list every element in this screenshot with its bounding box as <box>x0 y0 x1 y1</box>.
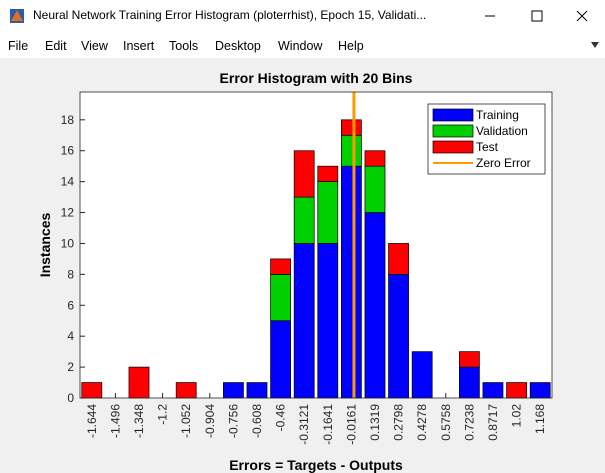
legend-label: Validation <box>476 124 528 138</box>
bar-segment <box>317 165 339 182</box>
x-tick-label: 0.8717 <box>486 404 500 441</box>
bar-segment <box>270 274 291 322</box>
bar-segment <box>506 382 527 399</box>
menu-item[interactable]: View <box>81 39 108 53</box>
y-tick-label: 8 <box>67 267 74 281</box>
bar-segment <box>270 258 291 275</box>
y-tick-label: 4 <box>67 329 74 343</box>
bar-segment <box>293 196 315 244</box>
bar-segment <box>293 243 315 399</box>
x-tick-label: -1.348 <box>132 404 146 438</box>
bar-segment <box>223 382 244 399</box>
bar-segment <box>458 351 480 368</box>
bar-segment <box>388 243 409 275</box>
y-tick-label: 18 <box>61 113 75 127</box>
bar-segment <box>364 150 386 167</box>
x-tick-label: 0.5758 <box>439 404 453 441</box>
bar-segment <box>81 382 103 399</box>
x-tick-label: -1.496 <box>108 404 122 438</box>
x-tick-label: -0.1641 <box>321 404 335 445</box>
figure: Error Histogram with 20 Bins Errors = Tar… <box>0 58 605 473</box>
menu-item[interactable]: Desktop <box>215 39 261 53</box>
y-tick-label: 16 <box>61 144 75 158</box>
legend-swatch <box>432 140 474 154</box>
app-icon-shape <box>11 10 23 21</box>
y-tick-label: 12 <box>61 206 75 220</box>
y-tick-label: 14 <box>61 175 75 189</box>
menu-bar: File Edit View Insert Tools Desktop Window Help <box>0 32 605 58</box>
legend-label: Training <box>476 108 519 122</box>
y-tick-label: 10 <box>61 236 75 250</box>
bar-segment <box>246 382 268 399</box>
x-tick-label: -0.0161 <box>344 404 358 445</box>
close-button[interactable] <box>576 10 588 22</box>
bar-segment <box>341 119 362 136</box>
maximize-button[interactable] <box>531 10 543 22</box>
bar-segment <box>529 382 551 399</box>
legend-label: Test <box>476 140 499 154</box>
bar-segment <box>175 382 197 399</box>
x-tick-label: -1.052 <box>179 404 193 438</box>
bar-segment <box>411 351 433 399</box>
menu-dock-icon[interactable] <box>590 40 602 50</box>
x-tick-label: 0.7238 <box>462 404 476 441</box>
plot-frame <box>79 91 553 399</box>
bar-segment <box>293 150 315 198</box>
bar-segment <box>270 320 291 399</box>
y-tick-label: 0 <box>67 391 74 405</box>
x-tick-label: -0.3121 <box>297 404 311 445</box>
menu-item[interactable]: Tools <box>169 39 199 53</box>
chart-title: Error Histogram with 20 Bins <box>220 70 413 86</box>
y-tick-label: 2 <box>67 360 74 374</box>
window-title: Neural Network Training Error Histogram … <box>33 8 427 22</box>
x-tick-label: -0.756 <box>226 404 240 438</box>
menu-item[interactable]: Help <box>338 39 364 53</box>
x-tick-label: 0.1319 <box>368 404 382 441</box>
y-tick-label: 6 <box>67 298 74 312</box>
y-axis-label: Instances <box>37 212 53 277</box>
x-tick-label: -1.644 <box>85 404 99 438</box>
x-tick-label: -0.46 <box>274 404 288 432</box>
x-tick-label: 0.4278 <box>415 404 429 441</box>
bar-segment <box>341 165 362 399</box>
bar-segment <box>364 212 386 399</box>
legend: Training Validation Test Zero Error <box>427 103 546 175</box>
bar-segment <box>482 382 504 399</box>
bar-segment <box>128 366 150 399</box>
menu-item[interactable]: File <box>8 39 29 53</box>
legend-swatch <box>432 108 474 122</box>
menu-item[interactable]: Edit <box>45 39 67 53</box>
x-axis-label: Errors = Targets - Outputs <box>229 457 403 473</box>
bar-segment <box>364 165 386 213</box>
title-bar-icons <box>10 9 588 23</box>
x-tick-label: -0.608 <box>250 404 264 438</box>
bar-segment <box>317 243 339 399</box>
x-tick-label: -0.904 <box>203 404 217 438</box>
bar-segment <box>317 181 339 244</box>
x-tick-label: 1.02 <box>510 404 524 428</box>
x-tick-label: -1.2 <box>156 404 170 425</box>
menu-item[interactable]: Insert <box>123 39 155 53</box>
legend-label: Zero Error <box>476 156 531 170</box>
menu-item[interactable]: Window <box>278 39 323 53</box>
legend-swatch <box>432 124 474 138</box>
bar-segment <box>458 366 480 399</box>
title-bar: Neural Network Training Error Histogram … <box>0 0 605 32</box>
bar-segment <box>341 134 362 167</box>
x-tick-label: 0.2798 <box>392 404 406 441</box>
x-tick-label: 1.168 <box>533 404 547 434</box>
bar-segment <box>388 274 409 399</box>
